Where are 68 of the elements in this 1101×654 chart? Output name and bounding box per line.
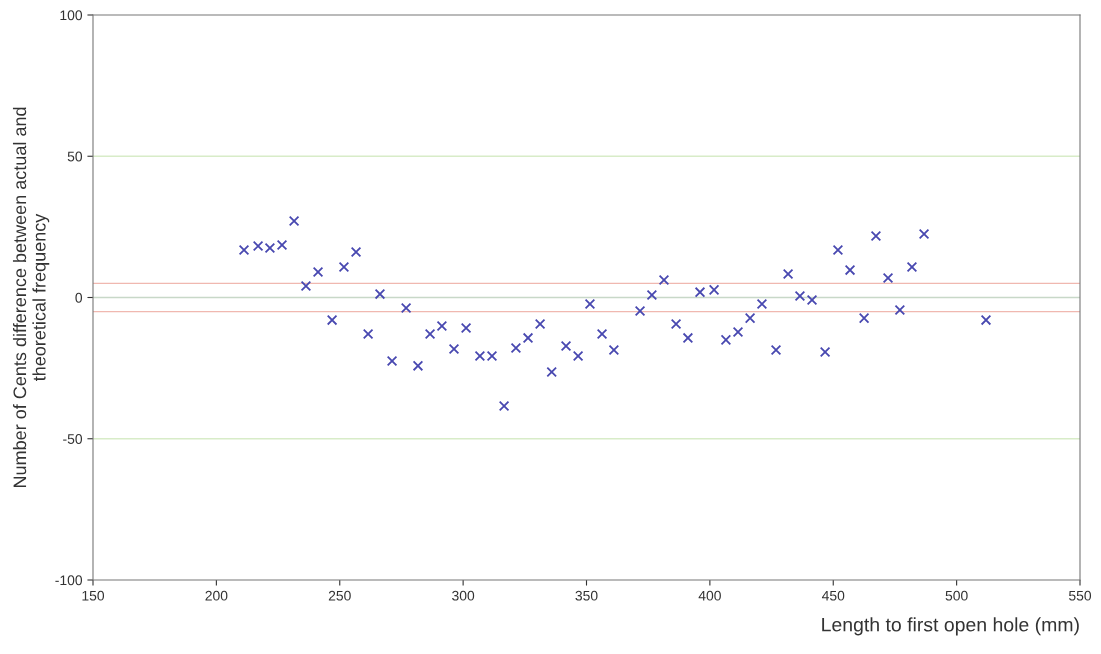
point xyxy=(326,314,338,326)
point xyxy=(460,322,472,334)
point xyxy=(596,328,608,340)
point xyxy=(534,318,546,330)
x-tick-label: 500 xyxy=(945,590,968,601)
point xyxy=(694,286,706,298)
point xyxy=(312,266,324,278)
point xyxy=(744,312,756,324)
point xyxy=(498,400,510,412)
point xyxy=(510,342,522,354)
y-tick-label: 100 xyxy=(60,10,83,21)
point xyxy=(844,264,856,276)
point xyxy=(338,261,350,273)
point xyxy=(646,289,658,301)
point xyxy=(572,350,584,362)
x-tick-label: 400 xyxy=(698,590,721,601)
x-tick-label: 550 xyxy=(1068,590,1092,601)
point xyxy=(522,332,534,344)
point xyxy=(894,304,906,316)
point xyxy=(238,244,250,256)
point xyxy=(806,294,818,306)
point xyxy=(560,340,572,352)
point xyxy=(858,312,870,324)
point xyxy=(412,360,424,372)
point xyxy=(400,302,412,314)
point xyxy=(634,305,646,317)
x-axis-title: Length to first open hole (mm) xyxy=(822,617,1079,636)
point xyxy=(756,298,768,310)
point xyxy=(906,261,918,273)
point xyxy=(276,239,288,251)
point xyxy=(720,334,732,346)
point xyxy=(782,268,794,280)
point xyxy=(708,284,720,296)
point xyxy=(658,274,670,286)
point xyxy=(584,298,596,310)
point xyxy=(608,344,620,356)
point xyxy=(374,288,386,300)
point xyxy=(682,332,694,344)
point xyxy=(770,344,782,356)
x-tick-label: 250 xyxy=(328,590,351,601)
point xyxy=(350,246,362,258)
x-tick-label: 150 xyxy=(82,590,105,601)
y-tick-label: 0 xyxy=(75,292,83,303)
point xyxy=(832,244,844,256)
point xyxy=(980,314,992,326)
y-tick-label: -50 xyxy=(63,434,83,444)
point xyxy=(819,346,831,358)
point xyxy=(436,320,448,332)
x-tick-label: 200 xyxy=(205,590,228,601)
x-tick-label: 450 xyxy=(821,590,845,601)
point xyxy=(670,318,682,330)
point xyxy=(918,228,930,240)
point xyxy=(448,343,460,355)
point xyxy=(546,366,558,378)
y-tick-label: 50 xyxy=(67,151,83,162)
point xyxy=(362,328,374,340)
point xyxy=(732,326,744,338)
point xyxy=(300,280,312,292)
point xyxy=(870,230,882,242)
point xyxy=(288,215,300,227)
point xyxy=(386,355,398,367)
point xyxy=(794,290,806,302)
y-axis-title: Number of Cents difference between actual and theoretical frequency xyxy=(12,107,50,488)
y-tick-label: -100 xyxy=(55,575,83,586)
x-tick-label: 300 xyxy=(452,590,475,601)
x-tick-label: 350 xyxy=(575,590,598,601)
point xyxy=(424,328,436,340)
point xyxy=(882,272,894,284)
